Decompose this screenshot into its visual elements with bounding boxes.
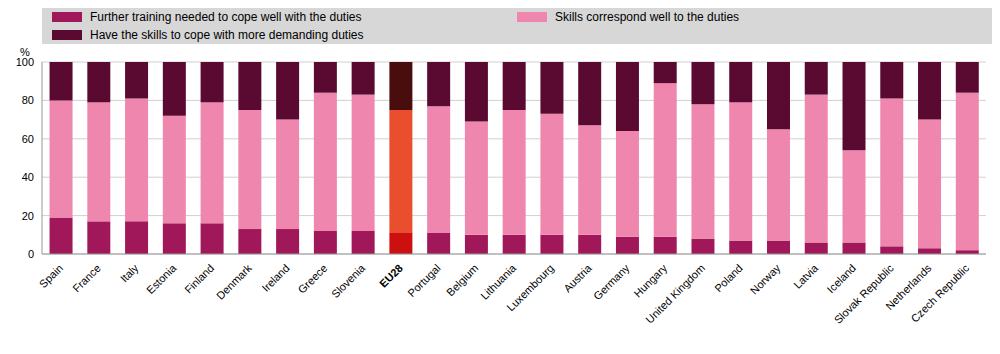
- svg-text:Lithuania: Lithuania: [478, 261, 519, 302]
- svg-text:80: 80: [22, 94, 34, 106]
- svg-text:100: 100: [15, 55, 34, 68]
- svg-text:Czech Republic: Czech Republic: [908, 261, 971, 324]
- svg-text:Slovenia: Slovenia: [329, 261, 368, 300]
- svg-text:Netherlands: Netherlands: [883, 261, 934, 313]
- html-text:Further training needed to cop: Further training needed to cope well wit…: [90, 10, 362, 24]
- svg-text:20: 20: [22, 210, 34, 222]
- svg-text:Hungary: Hungary: [631, 261, 669, 299]
- svg-text:Austria: Austria: [561, 261, 594, 294]
- svg-text:United Kingdom: United Kingdom: [643, 262, 707, 326]
- svg-text:Norway: Norway: [748, 261, 783, 296]
- svg-text:Finland: Finland: [182, 262, 216, 296]
- svg-text:Estonia: Estonia: [144, 261, 179, 296]
- svg-text:Luxembourg: Luxembourg: [504, 262, 556, 314]
- svg-text:Slovak Republic: Slovak Republic: [832, 261, 897, 326]
- svg-text:France: France: [70, 262, 103, 295]
- svg-text:40: 40: [22, 171, 34, 183]
- svg-text:Poland: Poland: [712, 262, 745, 295]
- svg-text:Latvia: Latvia: [791, 261, 821, 291]
- svg-text:Denmark: Denmark: [214, 261, 254, 301]
- svg-text:0: 0: [28, 248, 34, 260]
- svg-text:60: 60: [22, 133, 34, 145]
- svg-text:Italy: Italy: [118, 261, 141, 284]
- svg-text:Iceland: Iceland: [825, 262, 859, 296]
- svg-text:Greece: Greece: [295, 262, 329, 296]
- html-text:Skills correspond well to the: Skills correspond well to the duties: [555, 10, 740, 24]
- svg-text:Belgium: Belgium: [444, 262, 481, 299]
- svg-text:Portugal: Portugal: [405, 262, 442, 299]
- svg-text:Spain: Spain: [37, 262, 65, 290]
- svg-text:EU28: EU28: [377, 262, 405, 290]
- svg-text:Ireland: Ireland: [259, 262, 291, 294]
- svg-text:Germany: Germany: [591, 261, 632, 302]
- html-text:Have the skills to cope with m: Have the skills to cope with more demand…: [90, 28, 364, 42]
- svg-text:%: %: [20, 46, 30, 58]
